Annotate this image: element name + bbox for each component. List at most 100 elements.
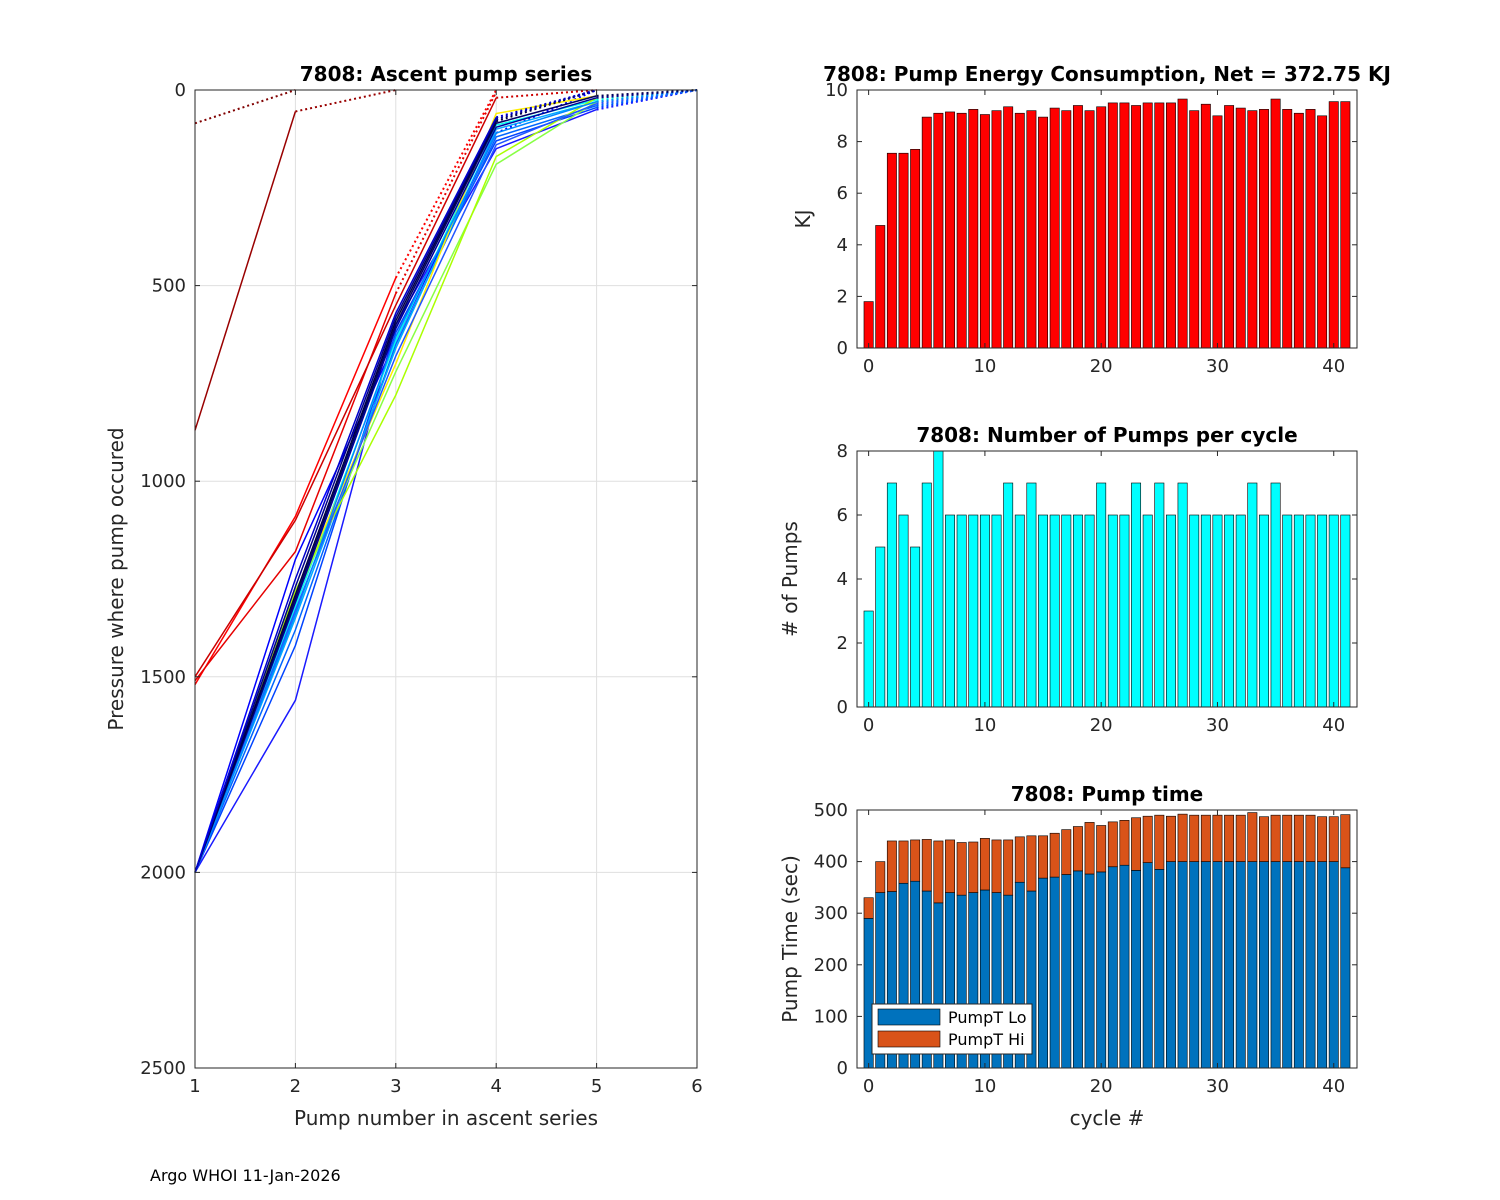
bar-pumpt-lo-16 xyxy=(1049,876,1060,1069)
series-line-dotted-c4 xyxy=(496,89,597,99)
bar-17 xyxy=(1061,514,1072,708)
bar-30 xyxy=(1212,115,1223,349)
bar-17 xyxy=(1061,110,1072,349)
bar-pumpt-lo-41 xyxy=(1340,867,1351,1069)
bar-pumpt-hi-2 xyxy=(886,840,897,892)
bar-32 xyxy=(1235,107,1246,349)
bar-20 xyxy=(1096,482,1107,708)
y-tick-label: 1000 xyxy=(140,471,186,492)
bar-29 xyxy=(1200,103,1211,349)
legend-swatch-0 xyxy=(877,1008,941,1026)
bar-pumpt-hi-38 xyxy=(1305,814,1316,862)
bar-pumpt-lo-28 xyxy=(1189,861,1200,1069)
bar-pumpt-hi-9 xyxy=(968,841,979,893)
bar-pumpt-hi-32 xyxy=(1235,814,1246,862)
y-tick-label: 2000 xyxy=(140,862,186,883)
footer-credit: Argo WHOI 11-Jan-2026 xyxy=(150,1166,341,1185)
bar-12 xyxy=(1003,482,1014,708)
series-line-dotted-c2 xyxy=(394,89,498,279)
bar-pumpt-hi-14 xyxy=(1026,835,1037,892)
y-tick-label: 300 xyxy=(814,903,848,924)
series-line-c8 xyxy=(194,104,597,873)
bar-3 xyxy=(898,152,909,349)
bar-41 xyxy=(1340,514,1351,708)
bar-39 xyxy=(1317,514,1328,708)
chart-title: 7808: Number of Pumps per cycle xyxy=(916,423,1297,447)
bar-2 xyxy=(886,482,897,708)
bar-35 xyxy=(1270,98,1281,349)
bar-pumpt-hi-26 xyxy=(1166,815,1176,862)
plot-area xyxy=(857,90,1357,348)
bar-pumpt-hi-18 xyxy=(1072,826,1083,872)
bar-33 xyxy=(1247,110,1258,349)
bar-pumpt-hi-39 xyxy=(1317,816,1328,862)
chart-title: 7808: Pump time xyxy=(1011,782,1203,806)
bar-pumpt-hi-1 xyxy=(875,861,886,893)
series-line-dotted-c1 xyxy=(295,89,397,113)
bar-pumpt-hi-8 xyxy=(956,842,967,896)
x-tick-label: 20 xyxy=(1090,715,1113,736)
y-axis-label: Pressure where pump occured xyxy=(104,427,128,730)
bar-15 xyxy=(1038,514,1048,708)
bar-pumpt-lo-32 xyxy=(1235,861,1246,1069)
bar-0 xyxy=(863,301,874,349)
bar-38 xyxy=(1305,514,1316,708)
series-line-c9 xyxy=(194,100,597,873)
bar-4 xyxy=(910,546,921,708)
bar-24 xyxy=(1142,102,1153,349)
bar-5 xyxy=(921,482,932,708)
chart-pumps: 0 10 20 30 40 0 2 4 6 8 7808: Number of Pumps per … xyxy=(778,423,1358,736)
bar-36 xyxy=(1282,514,1293,708)
bar-26 xyxy=(1166,514,1176,708)
bar-pumpt-hi-31 xyxy=(1224,814,1235,862)
bar-pumpt-hi-12 xyxy=(1003,839,1014,896)
bar-25 xyxy=(1154,102,1165,349)
bar-36 xyxy=(1282,109,1293,349)
y-tick-label: 0 xyxy=(175,80,186,101)
x-tick-label: 40 xyxy=(1322,715,1345,736)
bar-pumpt-lo-27 xyxy=(1177,861,1188,1069)
series-line-c15 xyxy=(194,100,597,873)
bar-41 xyxy=(1340,101,1351,349)
bar-30 xyxy=(1212,514,1223,708)
bar-pumpt-hi-5 xyxy=(921,839,932,892)
bar-23 xyxy=(1131,105,1142,349)
bar-2 xyxy=(886,152,897,349)
bar-11 xyxy=(991,110,1002,349)
bar-pumpt-hi-37 xyxy=(1293,814,1304,862)
y-tick-label: 400 xyxy=(814,852,848,873)
bar-28 xyxy=(1189,110,1200,349)
x-tick-label: 40 xyxy=(1322,356,1345,377)
y-tick-label: 1500 xyxy=(140,667,186,688)
bar-6 xyxy=(933,112,944,349)
bar-pumpt-hi-16 xyxy=(1049,832,1060,878)
bar-34 xyxy=(1259,514,1269,708)
bar-pumpt-lo-23 xyxy=(1131,870,1142,1069)
bar-33 xyxy=(1247,482,1258,708)
bar-18 xyxy=(1072,514,1083,708)
bar-pumpt-hi-7 xyxy=(945,839,955,893)
bar-pumpt-lo-38 xyxy=(1305,861,1316,1069)
bar-37 xyxy=(1293,112,1304,349)
bar-37 xyxy=(1293,514,1304,708)
bar-pumpt-lo-34 xyxy=(1259,861,1269,1069)
y-axis-label: KJ xyxy=(791,209,815,228)
y-tick-label: 200 xyxy=(814,955,848,976)
bar-pumpt-hi-33 xyxy=(1247,812,1258,862)
bar-27 xyxy=(1177,98,1188,349)
bar-7 xyxy=(945,111,955,349)
x-tick-label: 4 xyxy=(490,1076,501,1097)
x-tick-label: 2 xyxy=(290,1076,301,1097)
bar-15 xyxy=(1038,116,1048,349)
series-line-c4 xyxy=(194,97,497,678)
bar-pumpt-hi-13 xyxy=(1014,836,1025,883)
bar-pumpt-hi-19 xyxy=(1084,822,1095,875)
bar-pumpt-lo-33 xyxy=(1247,861,1258,1069)
x-tick-label: 10 xyxy=(973,1076,996,1097)
bar-14 xyxy=(1026,110,1037,349)
bar-pumpt-hi-10 xyxy=(979,838,990,891)
series-line-c20 xyxy=(194,117,497,873)
y-tick-label: 500 xyxy=(152,276,186,297)
